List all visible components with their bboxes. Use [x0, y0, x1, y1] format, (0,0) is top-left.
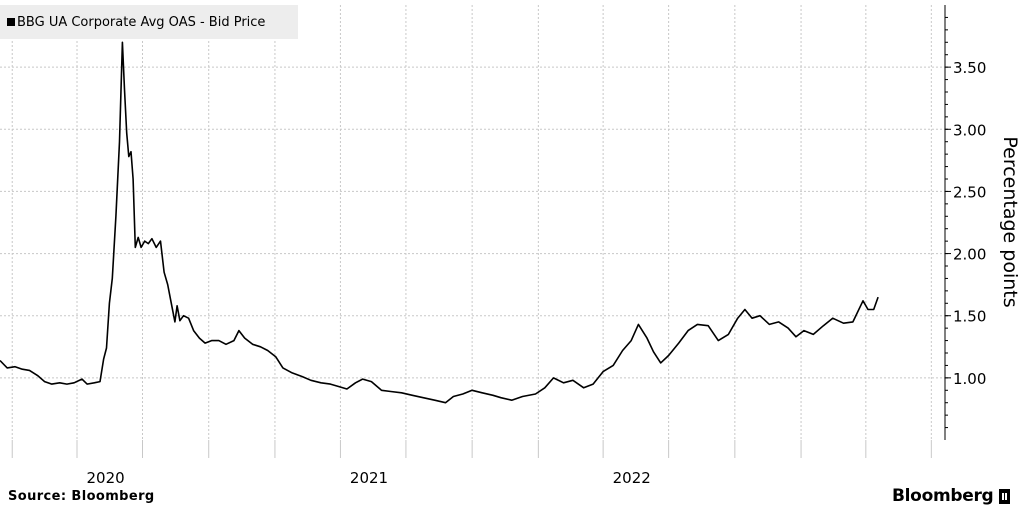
x-tick-label: 2022	[613, 469, 651, 487]
y-axis: 1.00 1.50 2.00 2.50 3.00 3.50	[944, 5, 986, 440]
x-axis: 2019202020212022	[11, 440, 932, 487]
grid	[0, 5, 945, 440]
bloomberg-logo-icon	[999, 488, 1011, 504]
series-line	[0, 41, 879, 404]
bloomberg-logo: Bloomberg	[892, 486, 1011, 506]
series-layer	[0, 41, 879, 404]
y-tick-label: 2.00	[953, 246, 986, 264]
x-tick-label: 2021	[350, 469, 388, 487]
legend: BBG UA Corporate Avg OAS - Bid Price	[0, 5, 298, 39]
y-axis-label: Percentage points	[999, 136, 1021, 308]
legend-swatch	[7, 18, 15, 26]
source-note: Source: Bloomberg	[8, 489, 155, 504]
legend-label: BBG UA Corporate Avg OAS - Bid Price	[17, 14, 266, 30]
y-tick-label: 2.50	[953, 183, 986, 201]
y-tick-label: 3.50	[953, 59, 986, 77]
brand-text: Bloomberg	[892, 486, 994, 506]
y-tick-label: 1.00	[953, 370, 986, 388]
x-tick-label: 2020	[87, 469, 125, 487]
y-tick-label: 3.00	[953, 121, 986, 139]
y-tick-label: 1.50	[953, 308, 986, 326]
